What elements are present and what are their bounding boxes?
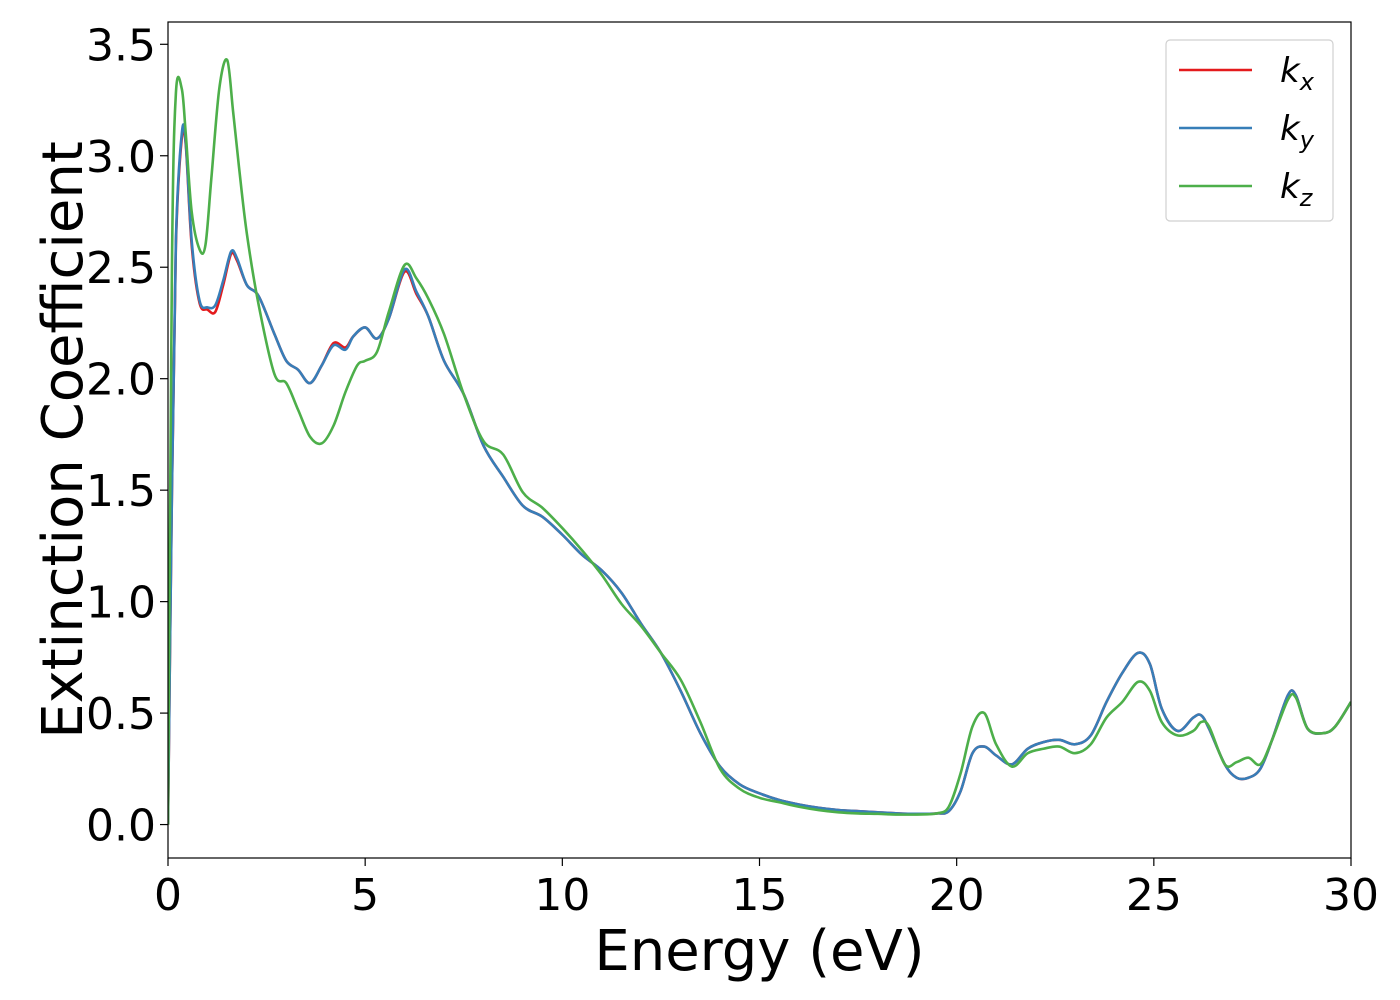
x-tick-label: 5 (351, 870, 379, 921)
legend-label-z: kz (1280, 167, 1314, 212)
y-tick-label: 1.5 (86, 466, 156, 517)
series-line-z (168, 57, 1351, 825)
x-tick-label: 25 (1126, 870, 1182, 921)
x-tick-label: 10 (534, 870, 590, 921)
x-tick-label: 15 (732, 870, 788, 921)
y-tick-label: 1.0 (86, 578, 156, 629)
legend-box (1165, 39, 1334, 222)
x-axis-ticks: 0 5 10 15 20 25 30 (154, 858, 1379, 921)
x-tick-label: 30 (1323, 870, 1379, 921)
legend-label-x: kx (1280, 51, 1315, 96)
y-tick-label: 2.0 (86, 355, 156, 406)
legend-label-y: ky (1280, 109, 1315, 154)
y-tick-label: 0.5 (86, 689, 156, 740)
plot-frame (167, 21, 1352, 859)
x-axis-title: Energy (eV) (594, 919, 924, 984)
x-tick-label: 20 (929, 870, 985, 921)
y-axis-ticks: 0.0 0.5 1.0 1.5 2.0 2.5 3.0 3.5 (86, 20, 168, 852)
series-line-x (168, 126, 1351, 825)
y-tick-label: 2.5 (86, 243, 156, 294)
y-tick-label: 3.5 (86, 20, 156, 71)
series-line-y (168, 123, 1351, 825)
legend: kx ky kz (1165, 39, 1334, 222)
y-tick-label: 0.0 (86, 801, 156, 852)
y-tick-label: 3.0 (86, 132, 156, 183)
y-axis-title: Extinction Coefficient (31, 141, 96, 739)
series-layer (168, 57, 1351, 825)
x-tick-label: 0 (154, 870, 182, 921)
